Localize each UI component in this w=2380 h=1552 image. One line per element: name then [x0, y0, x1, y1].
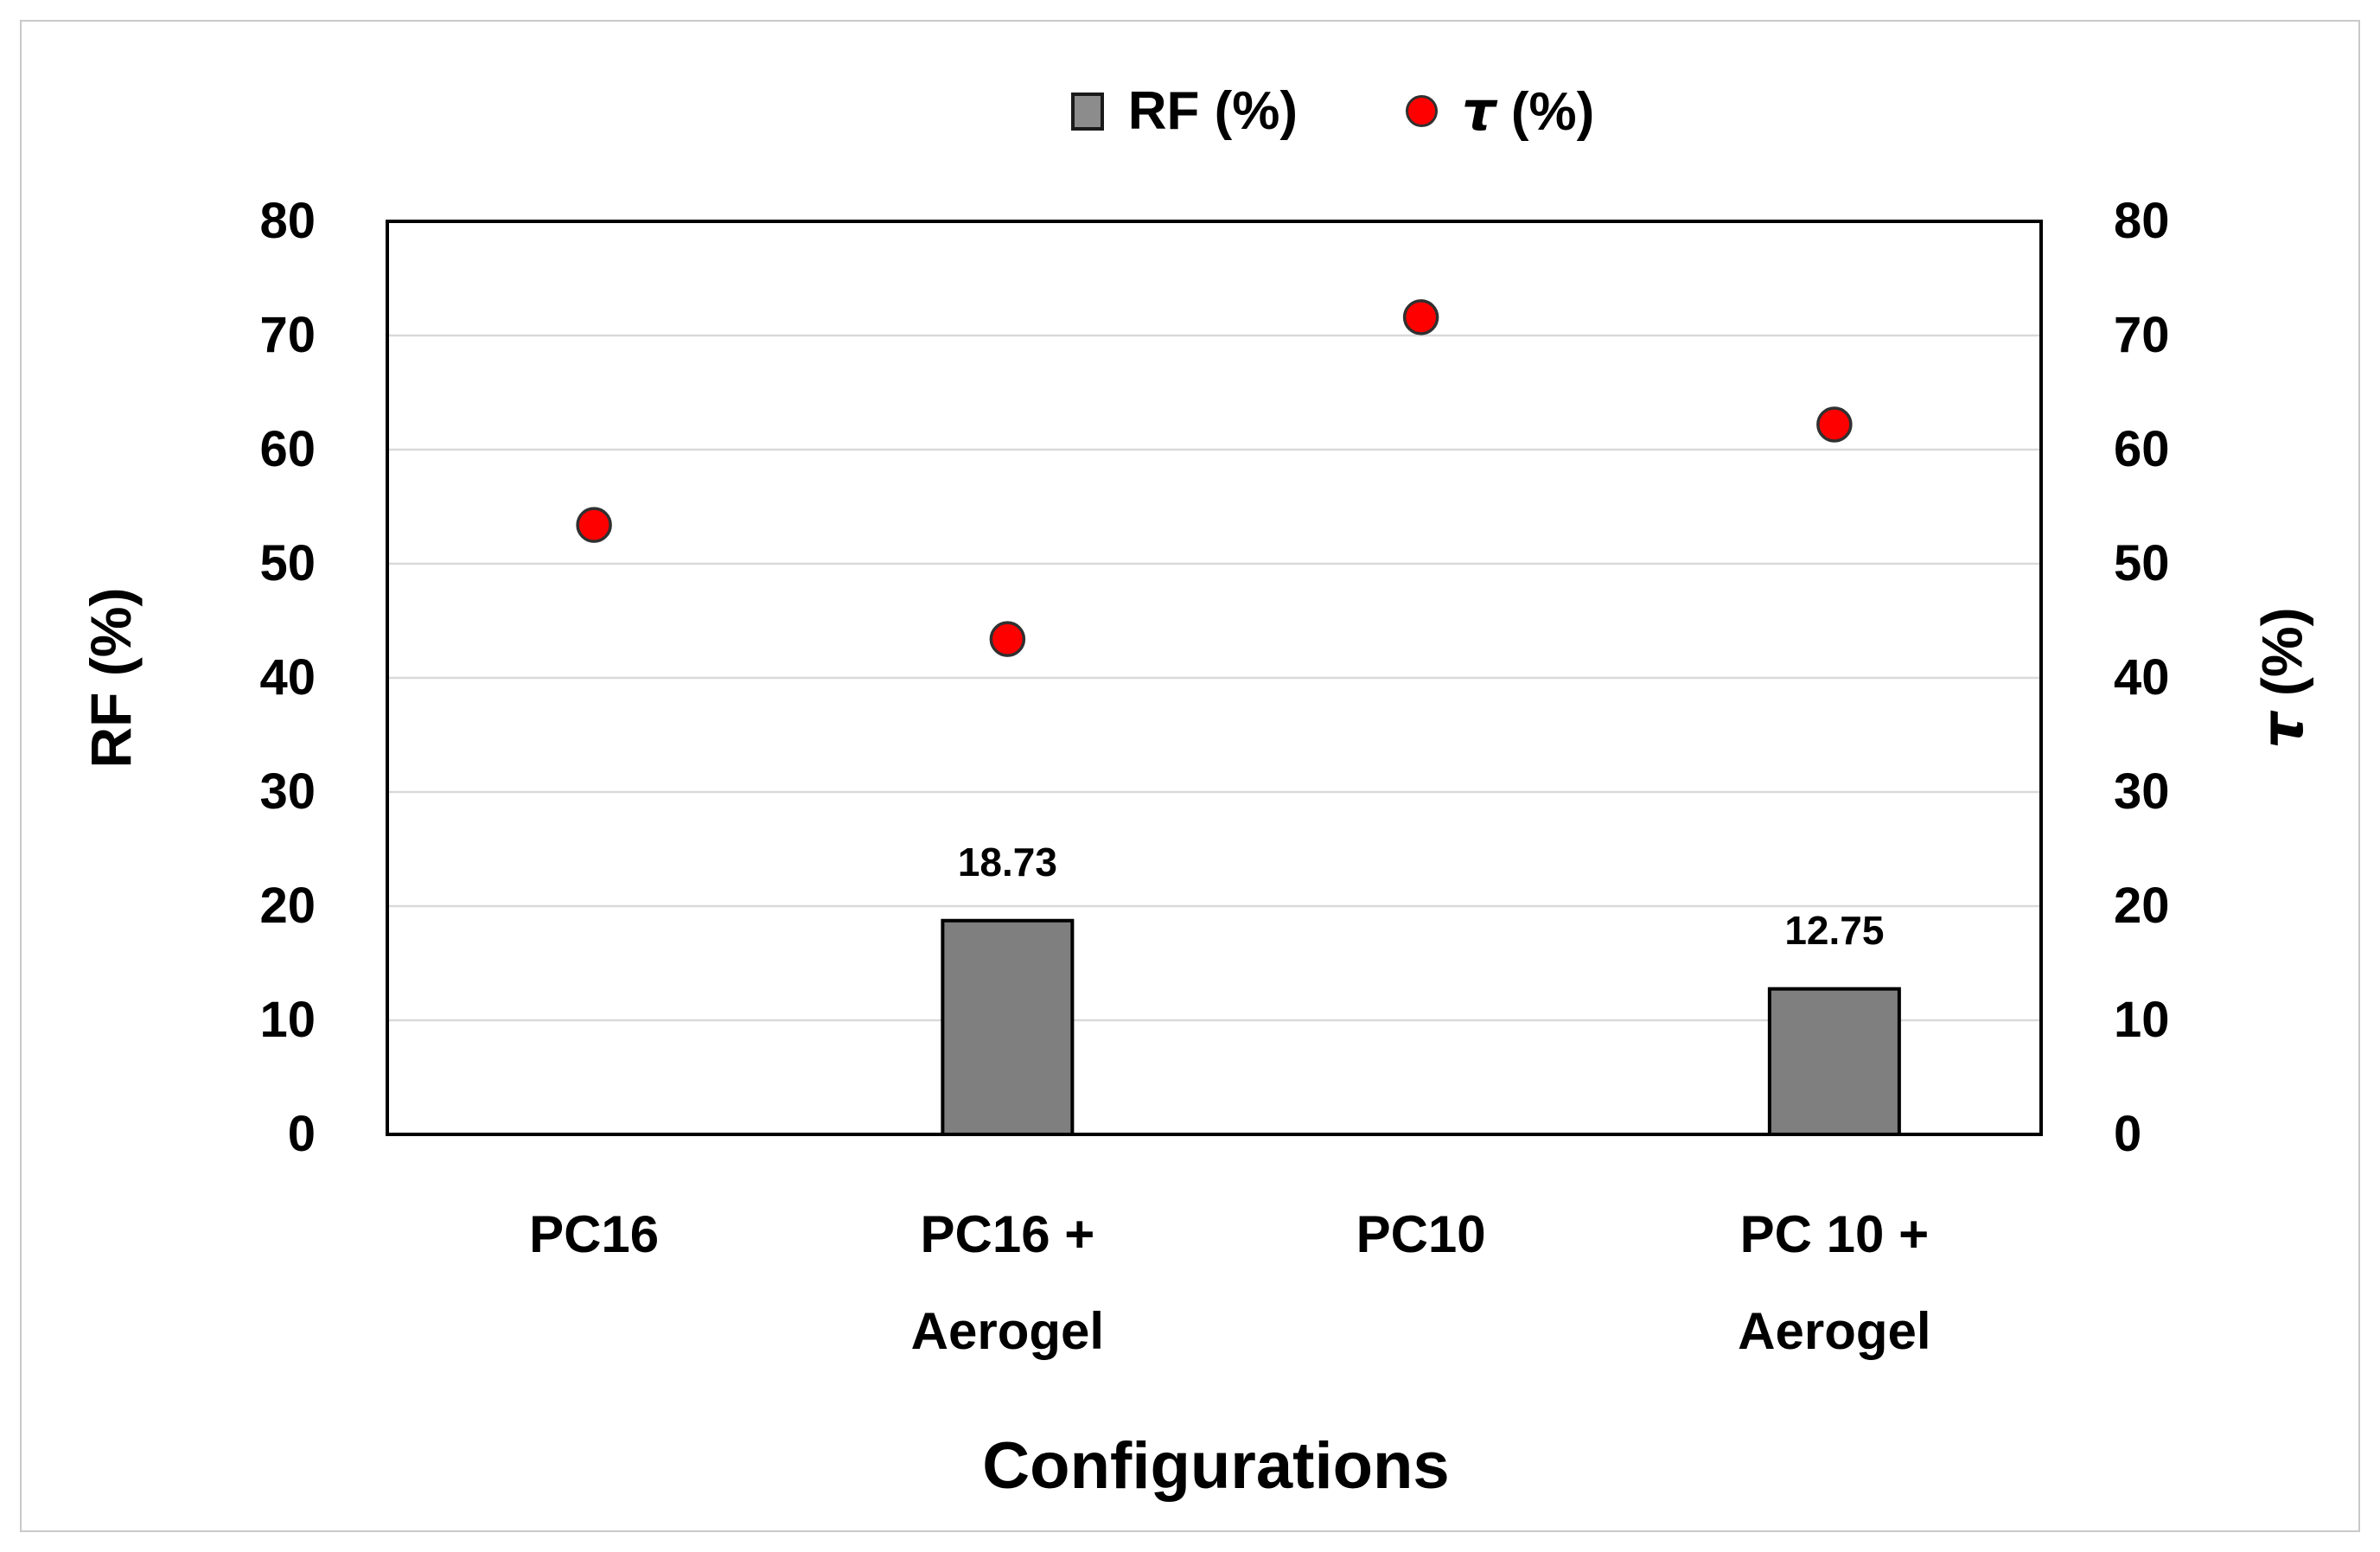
- rf-bars: [941, 918, 1901, 1137]
- y-tick-right: 40: [2114, 649, 2170, 706]
- y-tick-left: 40: [259, 649, 316, 706]
- rf-series-swatch-icon: [1070, 92, 1104, 131]
- y-tick-left: 70: [259, 307, 316, 363]
- y-tick-left: 20: [259, 878, 316, 934]
- bar-value-label: 18.73: [957, 839, 1057, 885]
- y-tick-left: 60: [259, 421, 316, 477]
- y-tick-right: 60: [2114, 421, 2170, 477]
- chart-legend: RF (%) τ (%): [285, 80, 2380, 143]
- x-axis-title: Configurations: [982, 1429, 1450, 1503]
- x-category-label: PC16: [529, 1205, 660, 1263]
- y-tick-right: 70: [2114, 307, 2170, 363]
- legend-item-tau: τ (%): [1406, 80, 1594, 143]
- tau-dots: [576, 299, 1853, 657]
- y-tick-left: 30: [259, 763, 316, 820]
- tau-dot: [1402, 299, 1439, 335]
- tau-dot: [1816, 406, 1853, 443]
- y-tick-left: 10: [259, 992, 316, 1048]
- bar-value-label: 12.75: [1784, 907, 1885, 953]
- y-tick-right: 10: [2114, 992, 2170, 1048]
- figure-border: [20, 20, 2360, 1532]
- left-axis-title: RF (%): [79, 587, 143, 769]
- y-tick-left: 80: [259, 193, 316, 249]
- y-tick-left: 50: [259, 535, 316, 591]
- x-category-label: PC10: [1356, 1205, 1486, 1263]
- tau-series-swatch-icon: [1406, 95, 1439, 127]
- gridlines: [387, 334, 2041, 1022]
- y-tick-right: 20: [2114, 878, 2170, 934]
- tau-dot: [576, 507, 612, 543]
- plot-frame: [386, 220, 2043, 1136]
- legend-label-tau: τ (%): [1462, 80, 1595, 143]
- y-tick-right: 0: [2114, 1106, 2142, 1162]
- legend-item-rf: RF (%): [1070, 80, 1298, 142]
- legend-label-rf: RF (%): [1127, 81, 1298, 141]
- y-tick-right: 50: [2114, 535, 2170, 591]
- tau-dot: [989, 621, 1026, 657]
- x-category-label: PC 10 + Aerogel: [1738, 1205, 1931, 1360]
- rf-bar: [1767, 987, 1901, 1136]
- y-tick-right: 80: [2114, 193, 2170, 249]
- y-tick-left: 0: [287, 1106, 316, 1162]
- y-tick-right: 30: [2114, 763, 2170, 820]
- right-axis-title: τ (%): [2249, 607, 2316, 749]
- x-category-label: PC16 + Aerogel: [910, 1205, 1105, 1360]
- rf-bar: [941, 918, 1075, 1137]
